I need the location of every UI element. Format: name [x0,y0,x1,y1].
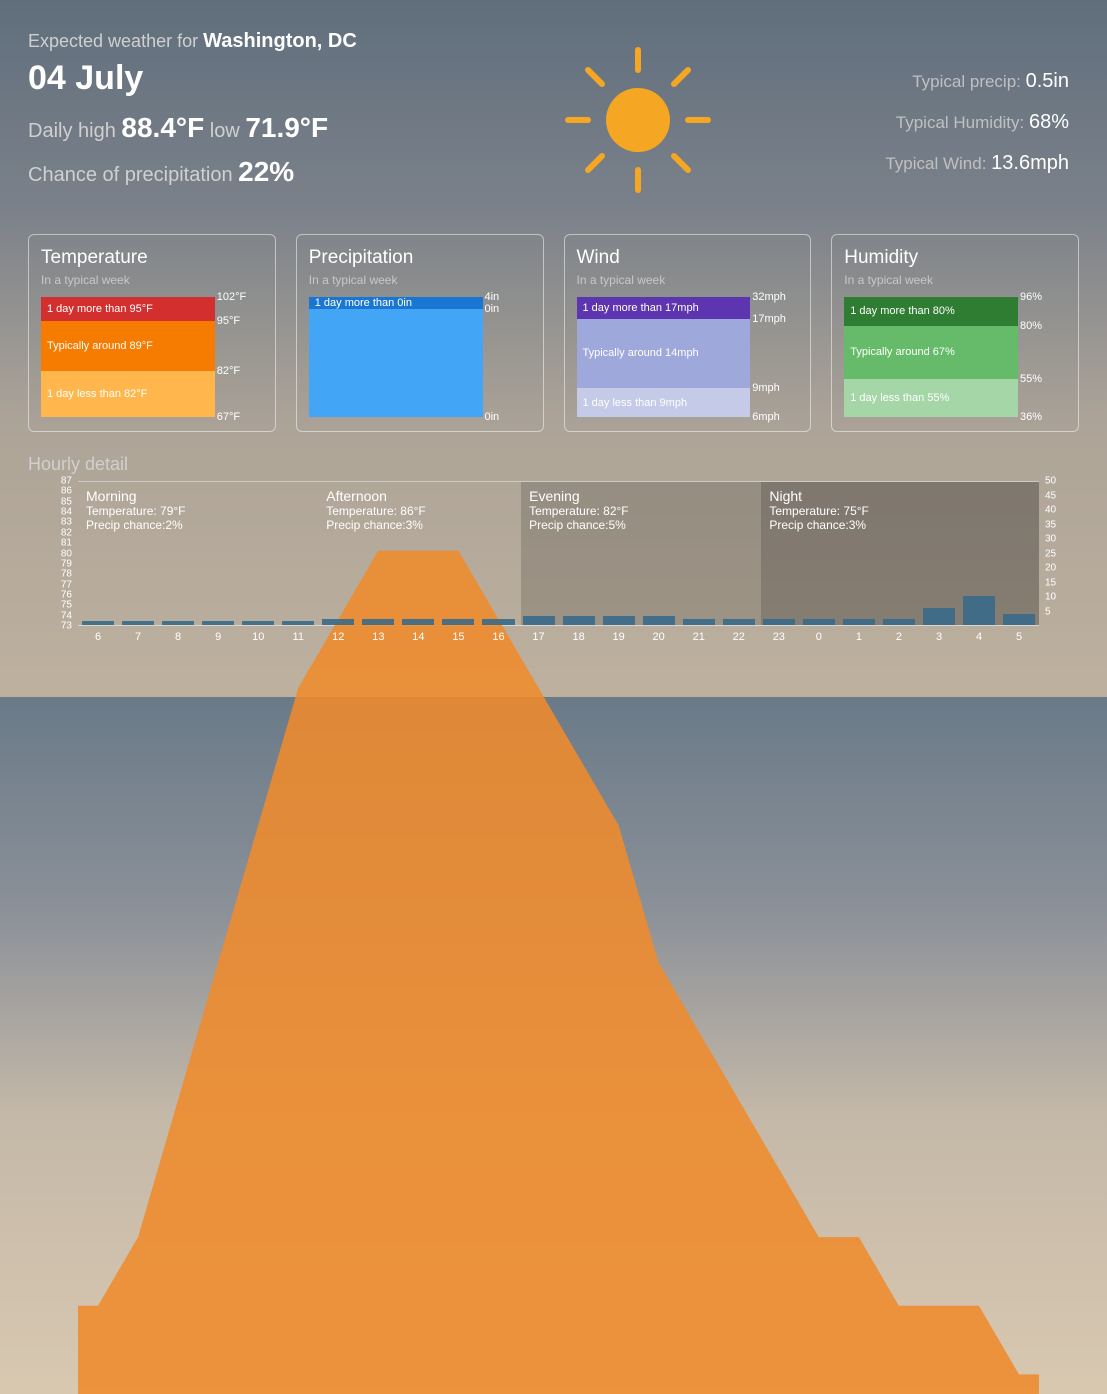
typical-wind: 13.6mph [991,152,1069,174]
precip-bar [923,608,955,625]
hourly-chart: 878685848382818079787776757473 504540353… [28,481,1079,651]
expected-prefix: Expected weather for [28,31,203,51]
band: 1 day more than 95°F [41,297,215,321]
typical-stats: Typical precip: 0.5in Typical Humidity: … [768,30,1079,193]
band: Typically around 14mph [577,319,751,389]
card-wind: Wind In a typical week 1 day more than 1… [564,234,812,432]
daily-high: 88.4°F [121,112,204,143]
location: Washington, DC [203,30,357,52]
hourly-title: Hourly detail [28,454,1079,475]
precip-bar [162,621,194,625]
sun-icon [558,40,718,200]
precip-bar [883,619,915,625]
precip-bar [643,616,675,625]
card-title: Humidity [844,247,1066,269]
precip-bar [563,616,595,625]
precip-bar [763,619,795,625]
precip-bar [362,619,394,625]
precip-bar [843,619,875,625]
precip-bar [122,621,154,625]
card-sub: In a typical week [844,273,1066,287]
card-title: Precipitation [309,247,531,269]
card-temperature: Temperature In a typical week 1 day more… [28,234,276,432]
precip-bar [803,619,835,625]
typical-precip: 0.5in [1026,70,1069,92]
band: 1 day more than 80% [844,297,1018,326]
card-sub: In a typical week [577,273,799,287]
card-humidity: Humidity In a typical week 1 day more th… [831,234,1079,432]
band: 1 day more than 17mph [577,297,751,319]
band: Typically around 89°F [41,321,215,371]
daily-low: 71.9°F [245,112,328,143]
weather-dashboard: Expected weather for Washington, DC 04 J… [0,0,1107,661]
precip-bar [523,616,555,625]
precip-bar [963,596,995,625]
precip-bar [282,621,314,625]
band: 1 day more than 0in [309,297,483,309]
date: 04 July [28,59,508,98]
precip-bar [482,619,514,625]
daily-high-low: Daily high 88.4°F low 71.9°F [28,112,508,144]
band [309,309,483,417]
precip-bar [442,619,474,625]
precip-bar [322,619,354,625]
precip-bar [1003,614,1035,625]
band: 1 day less than 55% [844,379,1018,417]
precip-bar [402,619,434,625]
card-precipitation: Precipitation In a typical week 1 day mo… [296,234,544,432]
precip-bar [683,619,715,625]
card-title: Temperature [41,247,263,269]
precip-chance: Chance of precipitation 22% [28,156,508,188]
expected-line: Expected weather for Washington, DC [28,30,508,53]
card-sub: In a typical week [41,273,263,287]
precip-bar [242,621,274,625]
cards-row: Temperature In a typical week 1 day more… [28,234,1079,432]
band: 1 day less than 9mph [577,388,751,417]
band: Typically around 67% [844,326,1018,379]
card-sub: In a typical week [309,273,531,287]
header: Expected weather for Washington, DC 04 J… [28,30,1079,200]
precip-bar [603,616,635,625]
precip-bar [202,621,234,625]
precip-bar [82,621,114,625]
typical-humidity: 68% [1029,111,1069,133]
precip-bar [723,619,755,625]
band: 1 day less than 82°F [41,371,215,417]
card-title: Wind [577,247,799,269]
